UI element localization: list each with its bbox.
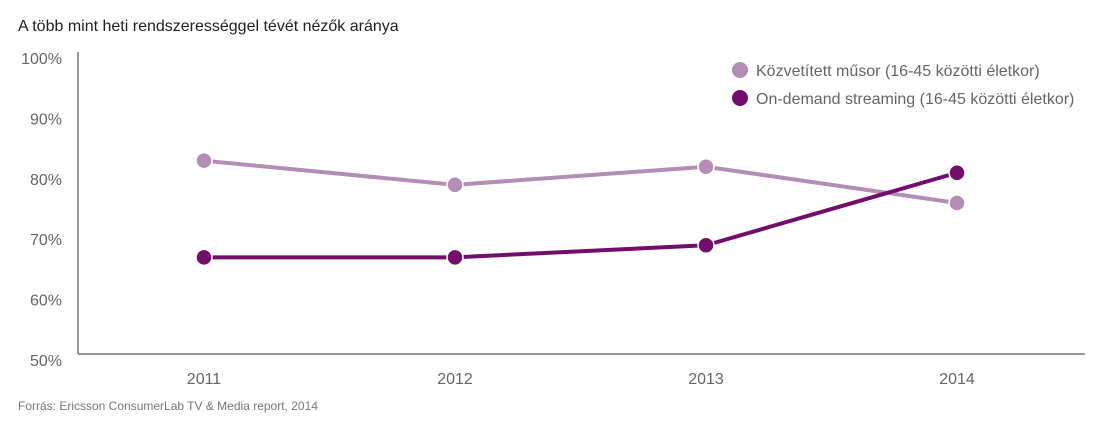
legend-marker	[732, 62, 748, 78]
legend-marker	[732, 90, 748, 106]
legend-label: On-demand streaming (16-45 közötti életk…	[756, 91, 1074, 108]
data-point	[446, 176, 464, 194]
x-tick-label: 2011	[187, 371, 222, 388]
y-tick-label: 100%	[21, 51, 62, 68]
series-line-1	[203, 158, 958, 205]
series-line-2	[204, 170, 958, 260]
legend-label: Közvetített műsor (16-45 közötti életkor…	[756, 63, 1040, 80]
y-tick-label: 70%	[30, 232, 62, 249]
chart-title: A több mint heti rendszerességgel tévét …	[18, 18, 399, 35]
source-note: Forrás: Ericsson ConsumerLab TV & Media …	[18, 399, 318, 413]
y-tick-label: 90%	[30, 111, 62, 128]
data-point	[697, 157, 715, 176]
data-point	[195, 248, 213, 267]
data-point	[948, 194, 966, 212]
data-point	[948, 164, 966, 182]
data-point	[446, 248, 464, 267]
data-point	[697, 236, 715, 254]
x-tick-label: 2012	[437, 371, 473, 388]
y-tick-label: 50%	[30, 353, 62, 370]
y-tick-label: 80%	[30, 172, 62, 189]
data-point	[195, 151, 213, 170]
x-tick-label: 2014	[939, 371, 975, 388]
x-tick-label: 2013	[688, 371, 724, 388]
y-tick-label: 60%	[30, 293, 62, 310]
